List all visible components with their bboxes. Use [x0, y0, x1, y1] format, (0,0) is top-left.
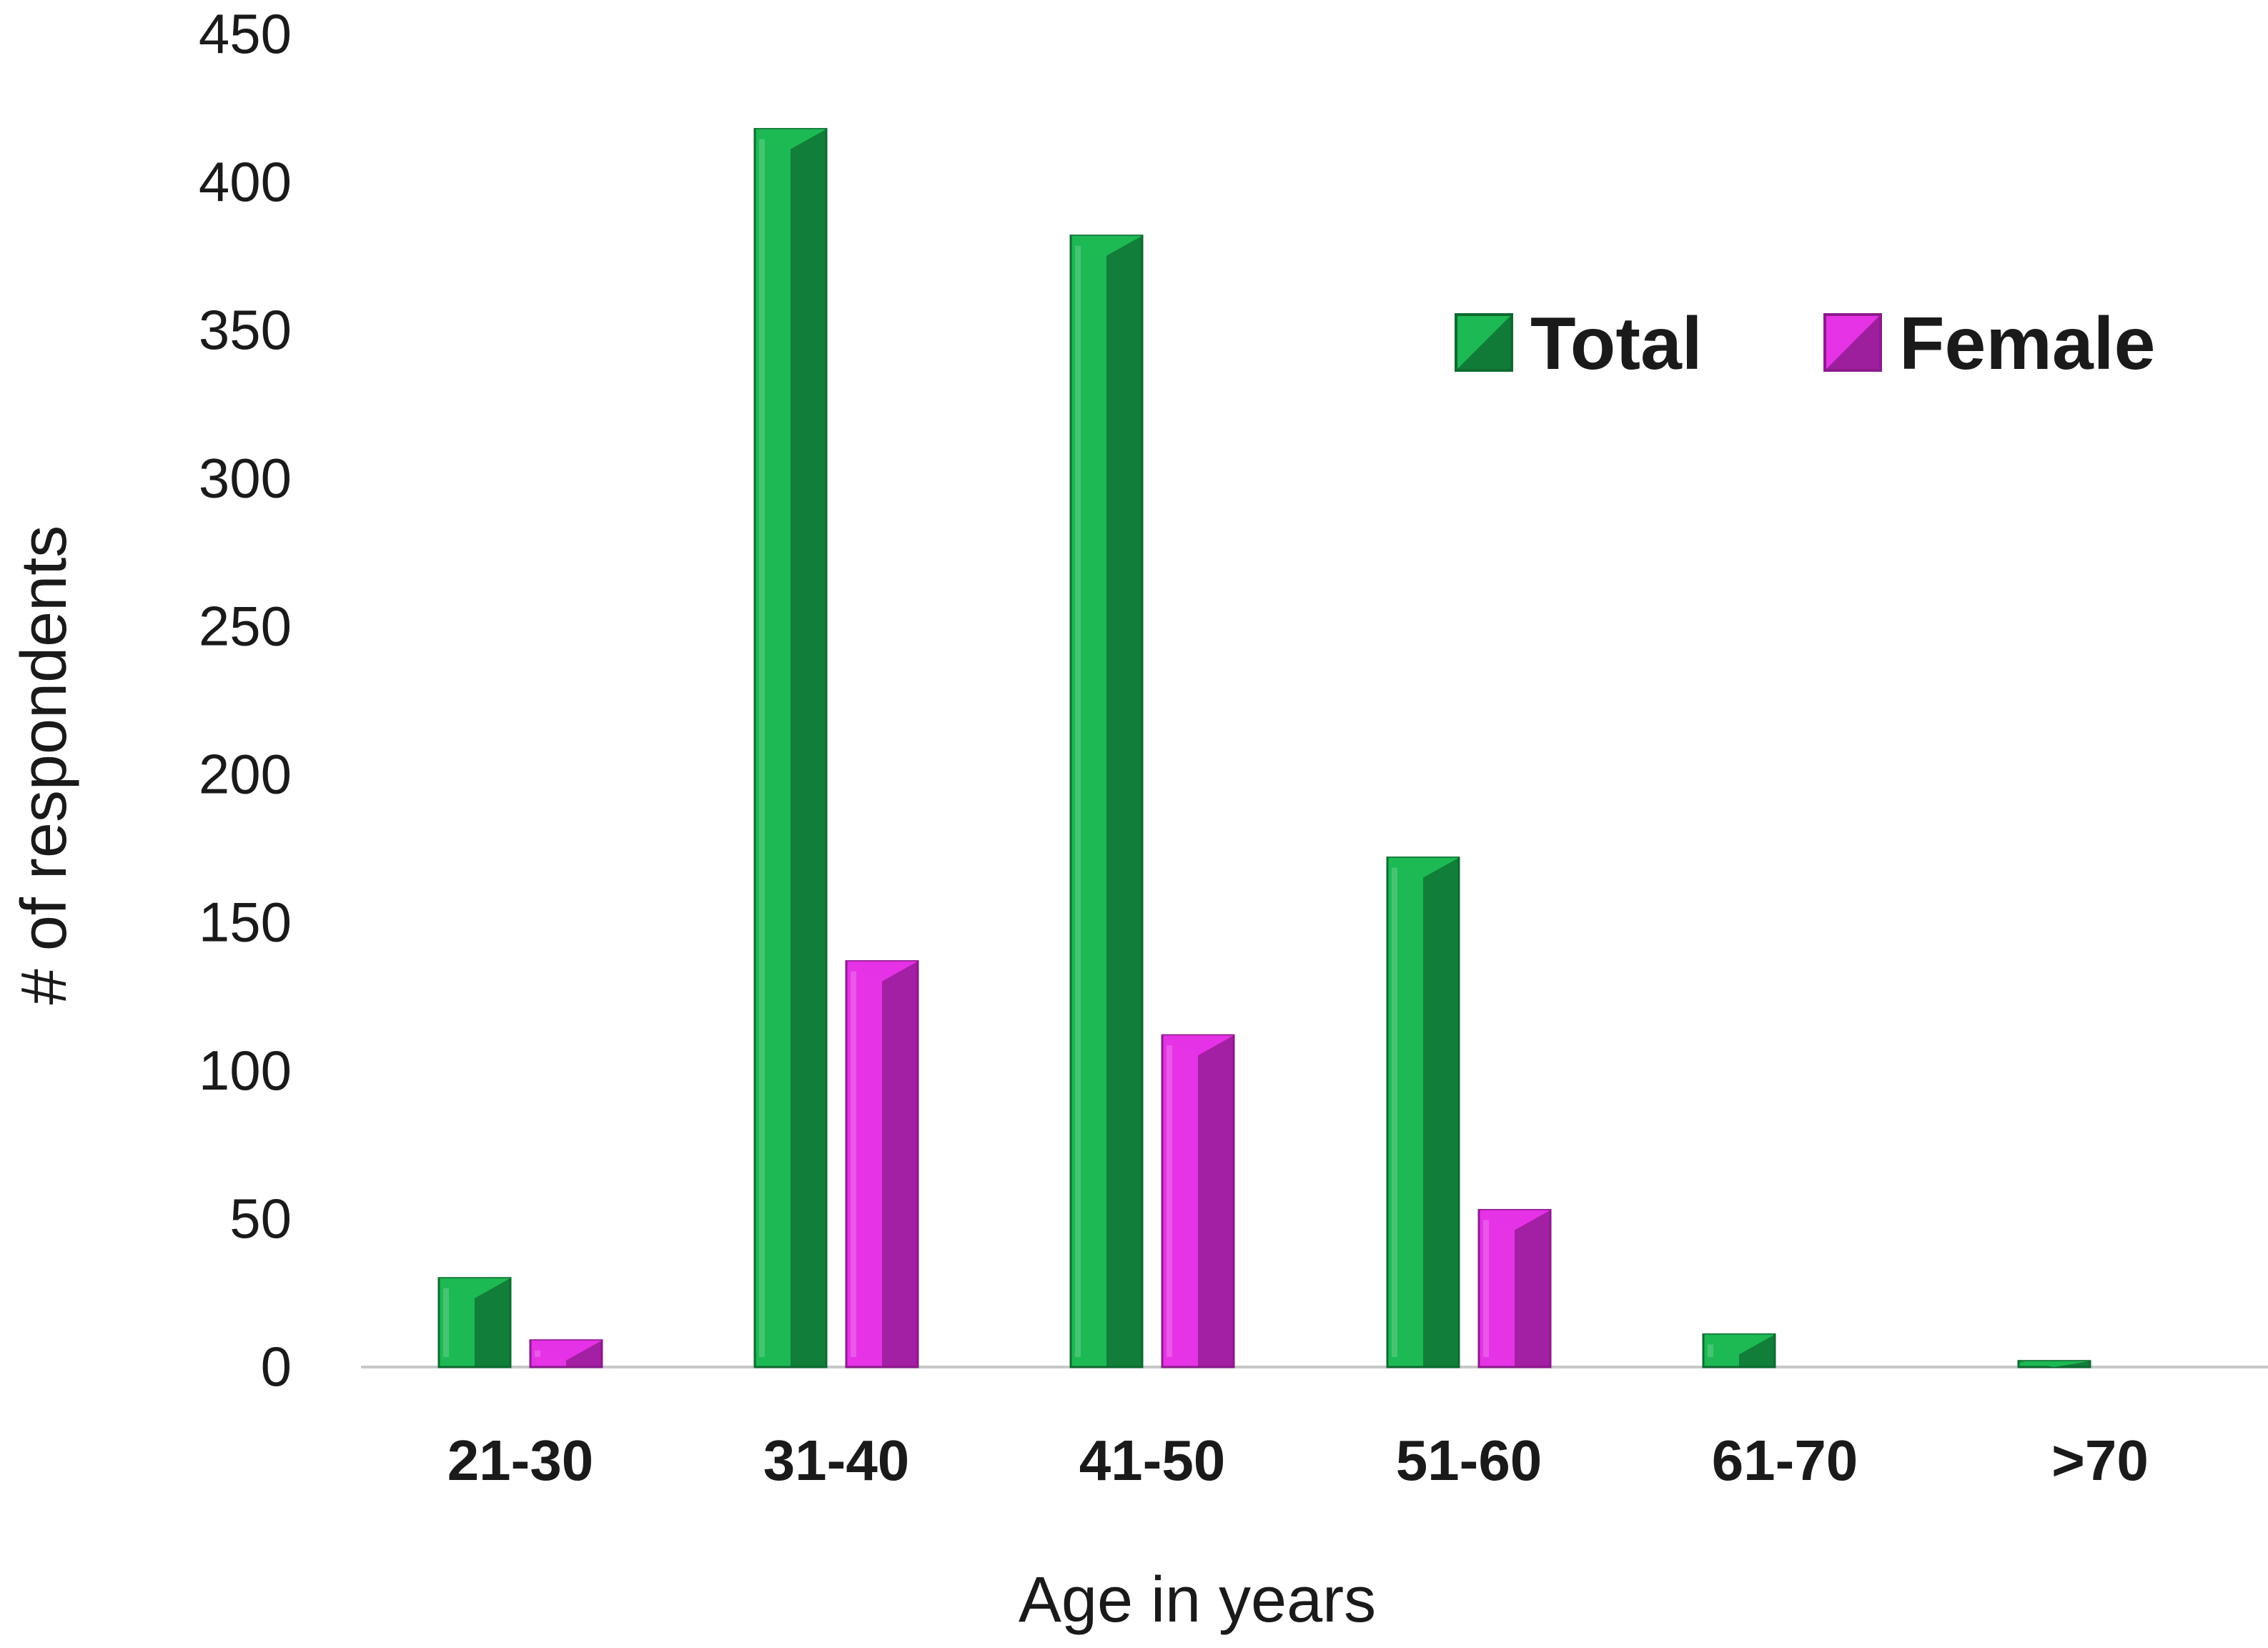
bar-female-4150 [1161, 1034, 1235, 1368]
bar-highlight [759, 139, 765, 1357]
x-category-label: 41-50 [1079, 1429, 1226, 1492]
bar-bevel-top [530, 1340, 602, 1361]
bar-highlight [1483, 1220, 1489, 1357]
bar-bevel-right [475, 1278, 510, 1367]
bar-highlight [1167, 1045, 1172, 1357]
bar-bevel-right [1198, 1035, 1234, 1367]
legend-label: Total [1530, 302, 1703, 385]
bar-bevel-top [1071, 235, 1142, 256]
x-axis-categories: 21-30 31-40 41-50 51-60 61-70 >70 [447, 1429, 2149, 1492]
bar-bevel-right [1515, 1210, 1550, 1367]
y-axis-ticks: 0 50 100 150 200 250 300 350 400 450 [199, 2, 292, 1398]
bar-female-5160 [1477, 1208, 1552, 1368]
bar-total-2130 [437, 1277, 512, 1368]
y-tick-label: 50 [229, 1187, 292, 1250]
x-axis-title: Age in years [1019, 1564, 1376, 1636]
bar-total-3140 [753, 128, 828, 1368]
bars-group [437, 128, 2091, 1368]
x-category-label: >70 [2051, 1429, 2149, 1492]
bar-highlight [535, 1350, 540, 1357]
bar-bevel-top [1703, 1334, 1775, 1355]
bar-total-70 [2017, 1360, 2091, 1368]
y-tick-label: 400 [199, 150, 292, 213]
bar-highlight [851, 971, 856, 1357]
bar-highlight [443, 1288, 449, 1357]
bar-total-5160 [1386, 857, 1460, 1368]
bar-bevel-top [1387, 857, 1459, 878]
bar-bevel-top [846, 961, 918, 982]
legend-swatch-bevel [1825, 315, 1881, 370]
y-tick-label: 300 [199, 446, 292, 509]
bar-bevel-right [882, 961, 918, 1367]
bar-bevel-top [755, 129, 826, 149]
bar-total-4150 [1069, 235, 1144, 1368]
y-tick-label: 0 [261, 1335, 292, 1398]
bar-bevel-right [1739, 1334, 1775, 1367]
bar-highlight [1392, 867, 1397, 1357]
y-tick-label: 350 [199, 298, 292, 361]
bar-bevel-top [439, 1278, 510, 1298]
bar-female-2130 [529, 1339, 603, 1368]
x-category-label: 61-70 [1712, 1429, 1858, 1492]
y-tick-label: 200 [199, 743, 292, 806]
bar-bevel-right [791, 129, 826, 1367]
legend-item-total: Total [1455, 302, 1703, 385]
legend-swatch-bevel [1456, 315, 1512, 370]
y-tick-label: 250 [199, 594, 292, 657]
y-tick-label: 450 [199, 2, 292, 65]
bar-bevel-right [1423, 857, 1459, 1367]
bar-female-3140 [845, 960, 919, 1368]
bar-total-6170 [1702, 1333, 1776, 1368]
y-axis-title: # of respondents [9, 526, 80, 1005]
bar-bevel-top [1479, 1210, 1550, 1230]
legend-label: Female [1899, 302, 2155, 385]
y-tick-label: 100 [199, 1039, 292, 1102]
bar-bevel-top [2019, 1361, 2090, 1367]
bar-highlight [1075, 245, 1081, 1357]
bar-bevel-right [1106, 235, 1142, 1367]
x-category-label: 51-60 [1396, 1429, 1542, 1492]
bar-bevel-top [1162, 1035, 1234, 1056]
legend: Total Female [1455, 302, 2155, 385]
x-category-label: 31-40 [763, 1429, 910, 1492]
y-tick-label: 150 [199, 891, 292, 954]
bar-highlight [1708, 1344, 1713, 1357]
x-category-label: 21-30 [447, 1429, 594, 1492]
legend-item-female: Female [1823, 302, 2155, 385]
bar-bevel-right [566, 1340, 602, 1367]
